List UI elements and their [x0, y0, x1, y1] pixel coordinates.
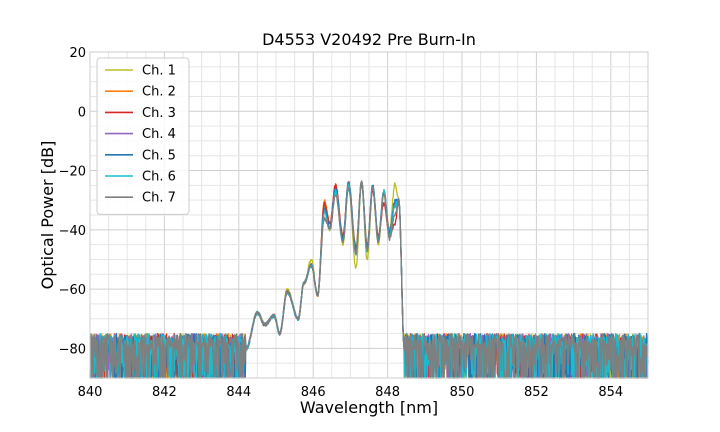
x-tick-label: 842	[152, 385, 177, 400]
y-tick-label: −40	[59, 224, 86, 239]
y-tick-label: 0	[78, 105, 86, 120]
y-tick-label: 20	[69, 46, 86, 61]
legend-label: Ch. 2	[142, 85, 176, 100]
x-tick-label: 854	[598, 385, 623, 400]
x-tick-label: 846	[301, 385, 326, 400]
y-axis-title: Optical Power [dB]	[38, 141, 57, 290]
legend-label: Ch. 5	[142, 148, 176, 163]
y-tick-label: −80	[59, 342, 86, 357]
plot-frame	[89, 51, 649, 379]
tick-labels: 840 842 844 846 848 850 852 854 20 0 −20 −40 −60 −80	[59, 46, 624, 400]
x-axis-title: Wavelength [nm]	[300, 398, 438, 417]
x-tick-label: 848	[375, 385, 400, 400]
x-tick-label: 844	[226, 385, 251, 400]
x-tick-label: 852	[524, 385, 549, 400]
legend-label: Ch. 1	[142, 64, 176, 79]
legend-label: Ch. 3	[142, 106, 176, 121]
series-line-7	[89, 181, 649, 379]
legend: Ch. 1 Ch. 2 Ch. 3 Ch. 4 Ch. 5 Ch. 6 Ch. 7	[96, 57, 190, 215]
y-tick-label: −60	[59, 283, 86, 298]
chart-title: D4553 V20492 Pre Burn-In	[262, 30, 476, 49]
legend-label: Ch. 6	[142, 170, 176, 185]
legend-label: Ch. 4	[142, 127, 176, 142]
legend-label: Ch. 7	[142, 191, 176, 206]
y-tick-label: −20	[59, 165, 86, 180]
x-tick-label: 840	[78, 385, 103, 400]
x-tick-label: 850	[450, 385, 475, 400]
